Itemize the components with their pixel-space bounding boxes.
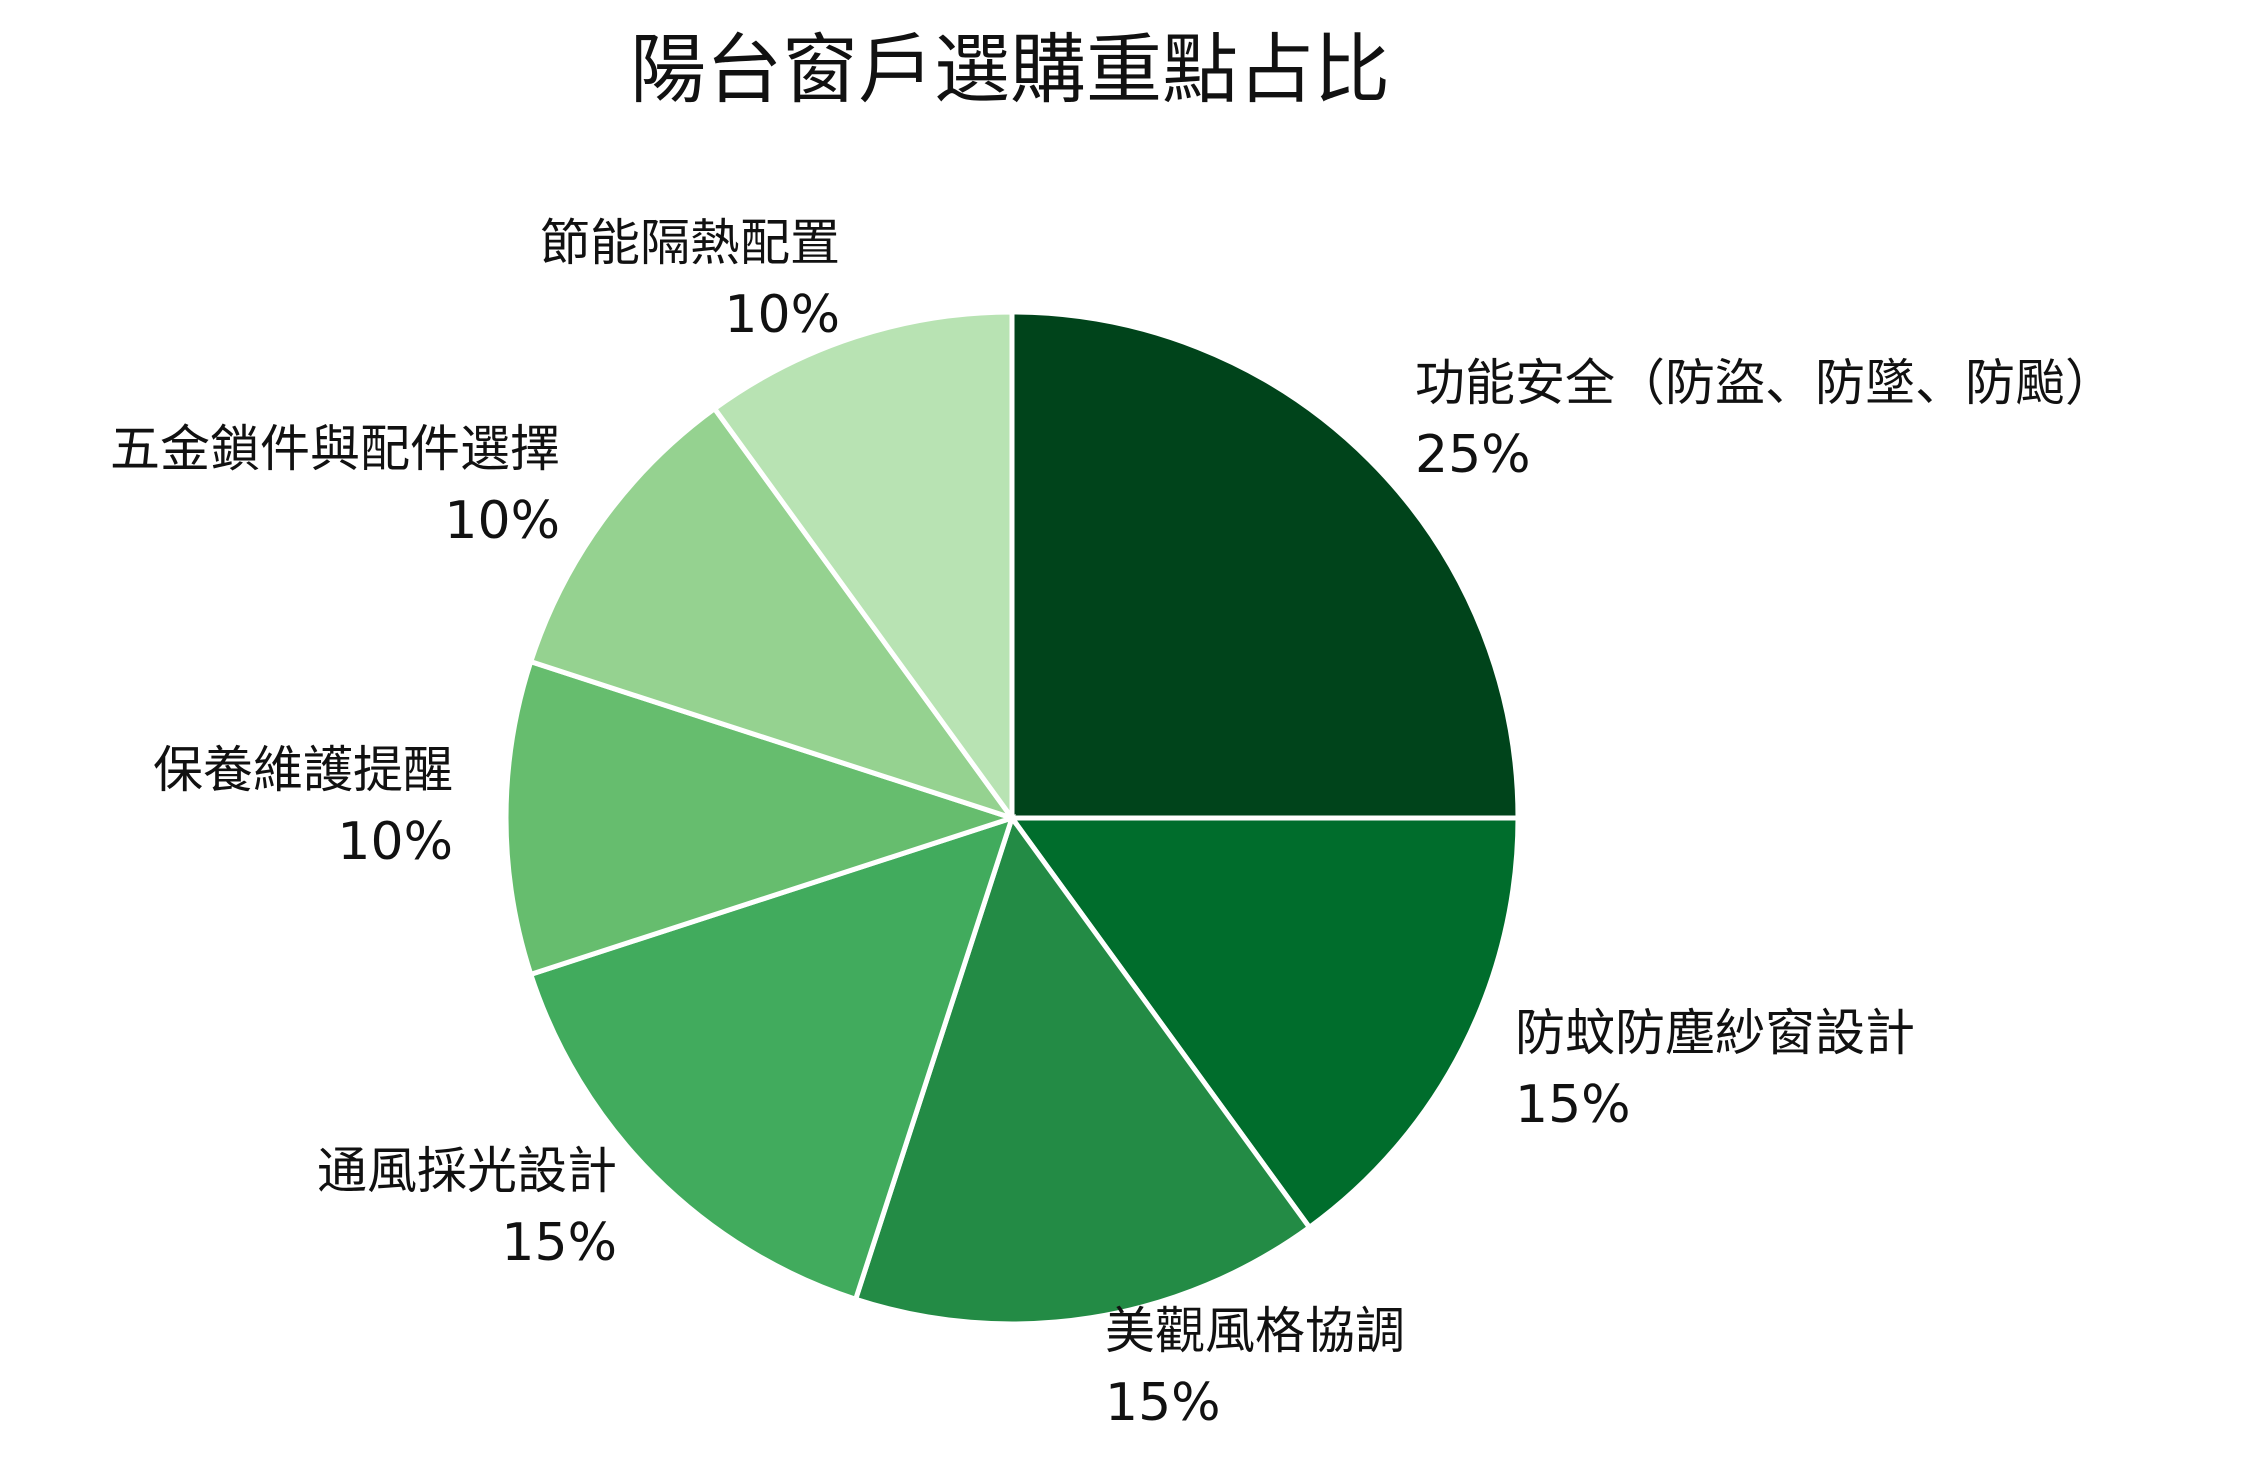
pie-slice <box>711 309 1015 826</box>
pie-slice <box>527 814 1016 1303</box>
slice-value-label: 15% <box>1105 1373 1221 1433</box>
pie-slice <box>527 405 1019 823</box>
slice-value-label: 10% <box>337 812 453 872</box>
slice-value-label: 10% <box>444 491 560 551</box>
slice-label: 節能隔熱配置 <box>540 214 840 272</box>
slice-value-label: 15% <box>1515 1075 1631 1135</box>
pie-slice <box>852 812 1313 1327</box>
slice-label: 防蚊防塵紗窗設計 <box>1515 1004 1915 1062</box>
slice-label: 功能安全（防盜、防墜、防颱） <box>1415 354 2115 412</box>
chart-title: 陽台窗戶選購重點占比 <box>630 25 1390 114</box>
pie-slice <box>1007 815 1521 1231</box>
slice-value-label: 15% <box>501 1213 617 1273</box>
pie-slice <box>503 658 1021 978</box>
pie-slices <box>503 309 1521 1327</box>
slice-label: 保養維護提醒 <box>153 741 453 799</box>
pie-labels: 功能安全（防盜、防墜、防颱） 25% 防蚊防塵紗窗設計 15% 美觀風格協調 15% 通風採… <box>110 214 2115 1433</box>
slice-label: 美觀風格協調 <box>1105 1302 1405 1360</box>
slice-value-label: 25% <box>1415 425 1531 485</box>
slice-label: 五金鎖件與配件選擇 <box>110 420 560 478</box>
slice-value-label: 10% <box>724 285 840 345</box>
pie-slice <box>1009 309 1521 821</box>
slice-label: 通風採光設計 <box>317 1142 617 1200</box>
